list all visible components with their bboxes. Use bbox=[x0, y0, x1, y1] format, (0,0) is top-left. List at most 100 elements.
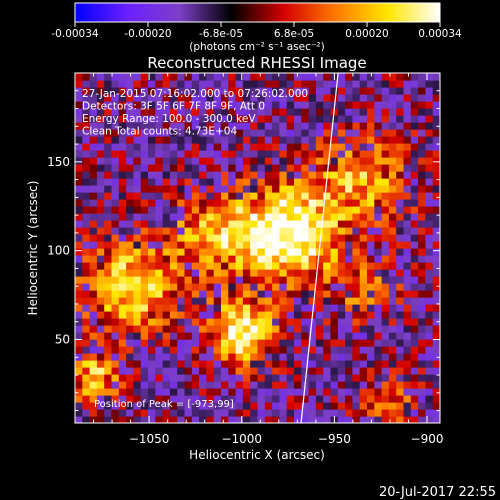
heatmap-cell bbox=[418, 171, 426, 179]
heatmap-cell bbox=[213, 136, 222, 144]
heatmap-cell bbox=[206, 416, 215, 423]
heatmap-cell bbox=[89, 395, 98, 403]
heatmap-cell bbox=[388, 374, 397, 382]
heatmap-cell bbox=[104, 346, 113, 354]
heatmap-cell bbox=[184, 388, 193, 396]
heatmap-cell bbox=[279, 122, 288, 130]
heatmap-cell bbox=[235, 192, 244, 200]
heatmap-cell bbox=[286, 339, 295, 347]
heatmap-cell bbox=[242, 402, 251, 410]
heatmap-cell bbox=[177, 178, 186, 186]
heatmap-cell bbox=[104, 297, 113, 305]
heatmap-cell bbox=[169, 283, 178, 291]
heatmap-cell bbox=[323, 213, 332, 221]
heatmap-cell bbox=[140, 129, 149, 137]
heatmap-cell bbox=[199, 206, 207, 214]
heatmap-cell bbox=[96, 122, 105, 130]
heatmap-cell bbox=[337, 332, 346, 340]
heatmap-cell bbox=[410, 297, 419, 305]
heatmap-cell bbox=[272, 283, 280, 291]
heatmap-cell bbox=[279, 367, 288, 375]
heatmap-cell bbox=[140, 297, 149, 305]
heatmap-cell bbox=[403, 101, 412, 109]
heatmap-cell bbox=[308, 290, 317, 298]
heatmap-cell bbox=[337, 227, 346, 235]
heatmap-cell bbox=[388, 192, 397, 200]
heatmap-cell bbox=[294, 227, 302, 235]
heatmap-cell bbox=[126, 101, 134, 109]
heatmap-cell bbox=[257, 290, 266, 298]
heatmap-cell bbox=[169, 199, 178, 207]
heatmap-cell bbox=[264, 318, 273, 326]
heatmap-cell bbox=[257, 409, 266, 417]
heatmap-cell bbox=[228, 339, 237, 347]
heatmap-cell bbox=[228, 381, 237, 389]
heatmap-cell bbox=[264, 234, 273, 242]
heatmap-cell bbox=[352, 304, 361, 312]
heatmap-cell bbox=[264, 122, 273, 130]
heatmap-cell bbox=[286, 416, 295, 423]
heatmap-cell bbox=[155, 227, 164, 235]
heatmap-cell bbox=[221, 339, 229, 347]
heatmap-cell bbox=[301, 87, 310, 95]
heatmap-cell bbox=[126, 80, 134, 88]
heatmap-cell bbox=[432, 353, 440, 361]
heatmap-cell bbox=[118, 269, 127, 277]
heatmap-cell bbox=[82, 115, 91, 123]
heatmap-cell bbox=[89, 409, 98, 417]
heatmap-cell bbox=[337, 409, 346, 417]
heatmap-cell bbox=[264, 367, 273, 375]
heatmap-cell bbox=[96, 213, 105, 221]
heatmap-cell bbox=[148, 129, 156, 137]
heatmap-cell bbox=[418, 220, 426, 228]
heatmap-cell bbox=[323, 248, 332, 256]
heatmap-cell bbox=[89, 283, 98, 291]
heatmap-cell bbox=[272, 395, 280, 403]
heatmap-cell bbox=[191, 122, 200, 130]
heatmap-cell bbox=[213, 227, 222, 235]
heatmap-cell bbox=[184, 304, 193, 312]
heatmap-cell bbox=[155, 150, 164, 158]
heatmap-cell bbox=[104, 339, 113, 347]
heatmap-cell bbox=[345, 129, 353, 137]
heatmap-cell bbox=[184, 192, 193, 200]
heatmap-cell bbox=[359, 143, 368, 151]
heatmap-cell bbox=[89, 332, 98, 340]
heatmap-cell bbox=[75, 255, 83, 263]
heatmap-cell bbox=[184, 213, 193, 221]
heatmap-cell bbox=[104, 220, 113, 228]
heatmap-cell bbox=[96, 388, 105, 396]
heatmap-cell bbox=[199, 171, 207, 179]
heatmap-cell bbox=[184, 402, 193, 410]
heatmap-cell bbox=[432, 346, 440, 354]
heatmap-cell bbox=[133, 353, 142, 361]
heatmap-cell bbox=[118, 241, 127, 249]
heatmap-cell bbox=[111, 115, 120, 123]
heatmap-cell bbox=[242, 227, 251, 235]
heatmap-cell bbox=[257, 402, 266, 410]
heatmap-cell bbox=[396, 402, 405, 410]
heatmap-cell bbox=[235, 185, 244, 193]
heatmap-cell bbox=[250, 178, 259, 186]
heatmap-cell bbox=[177, 409, 186, 417]
heatmap-cell bbox=[96, 374, 105, 382]
heatmap-cell bbox=[213, 108, 222, 116]
heatmap-cell bbox=[388, 332, 397, 340]
heatmap-cell bbox=[388, 171, 397, 179]
heatmap-cell bbox=[228, 185, 237, 193]
heatmap-cell bbox=[403, 213, 412, 221]
heatmap-cell bbox=[388, 157, 397, 165]
heatmap-cell bbox=[257, 136, 266, 144]
heatmap-cell bbox=[228, 318, 237, 326]
heatmap-cell bbox=[272, 178, 280, 186]
heatmap-cell bbox=[82, 409, 91, 417]
heatmap-cell bbox=[155, 199, 164, 207]
heatmap-cell bbox=[410, 388, 419, 396]
heatmap-cell bbox=[96, 199, 105, 207]
heatmap-cell bbox=[308, 276, 317, 284]
heatmap-cell bbox=[155, 157, 164, 165]
heatmap-cell bbox=[148, 255, 156, 263]
heatmap-cell bbox=[308, 206, 317, 214]
heatmap-cell bbox=[301, 164, 310, 172]
heatmap-cell bbox=[184, 269, 193, 277]
